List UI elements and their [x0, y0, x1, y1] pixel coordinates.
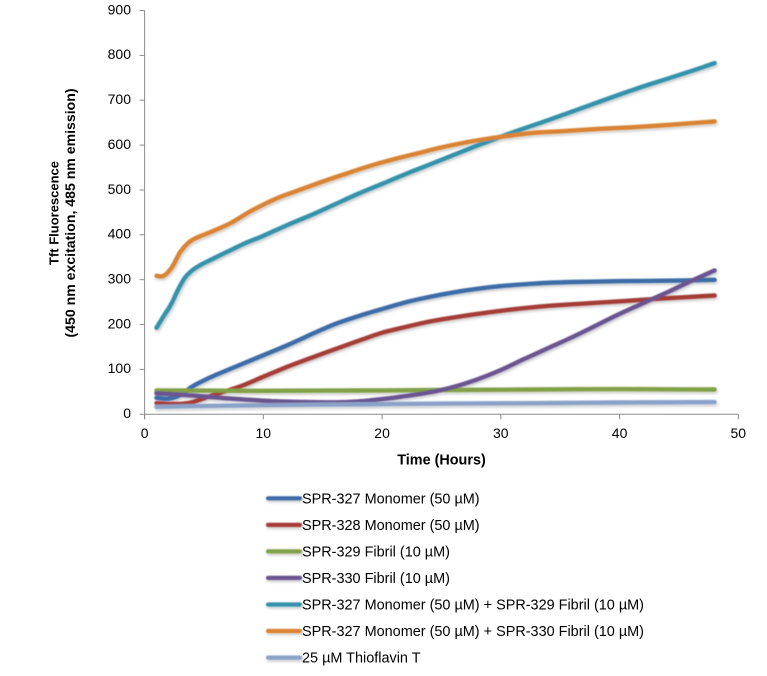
- svg-text:200: 200: [108, 315, 132, 331]
- svg-text:100: 100: [108, 360, 132, 376]
- svg-text:25 µM Thioflavin T: 25 µM Thioflavin T: [302, 651, 421, 667]
- svg-text:900: 900: [108, 1, 132, 17]
- svg-text:300: 300: [108, 271, 132, 287]
- svg-text:SPR-328 Monomer (50 µM): SPR-328 Monomer (50 µM): [302, 518, 480, 534]
- svg-text:30: 30: [493, 425, 509, 441]
- svg-text:SPR-330 Fibril (10 µM): SPR-330 Fibril (10 µM): [302, 571, 450, 587]
- svg-text:50: 50: [731, 425, 747, 441]
- svg-text:0: 0: [141, 425, 149, 441]
- svg-text:Tft Fluorescence: Tft Fluorescence: [47, 161, 62, 265]
- svg-text:SPR-327 Monomer (50 µM) + SPR-: SPR-327 Monomer (50 µM) + SPR-330 Fibril…: [302, 624, 644, 640]
- svg-text:400: 400: [108, 226, 132, 242]
- svg-text:SPR-329 Fibril (10 µM): SPR-329 Fibril (10 µM): [302, 544, 450, 560]
- svg-text:20: 20: [374, 425, 390, 441]
- svg-text:10: 10: [256, 425, 272, 441]
- svg-text:(450 nm excitation, 485 nm emi: (450 nm excitation, 485 nm emission): [62, 88, 78, 337]
- svg-text:800: 800: [108, 46, 132, 62]
- svg-text:0: 0: [123, 405, 131, 421]
- svg-text:SPR-327 Monomer (50 µM): SPR-327 Monomer (50 µM): [302, 491, 480, 507]
- svg-text:Time (Hours): Time (Hours): [397, 453, 486, 469]
- svg-text:40: 40: [612, 425, 628, 441]
- svg-text:SPR-327 Monomer (50 µM) + SPR-: SPR-327 Monomer (50 µM) + SPR-329 Fibril…: [302, 598, 644, 614]
- svg-text:500: 500: [108, 181, 132, 197]
- svg-text:700: 700: [108, 91, 132, 107]
- svg-text:600: 600: [108, 136, 132, 152]
